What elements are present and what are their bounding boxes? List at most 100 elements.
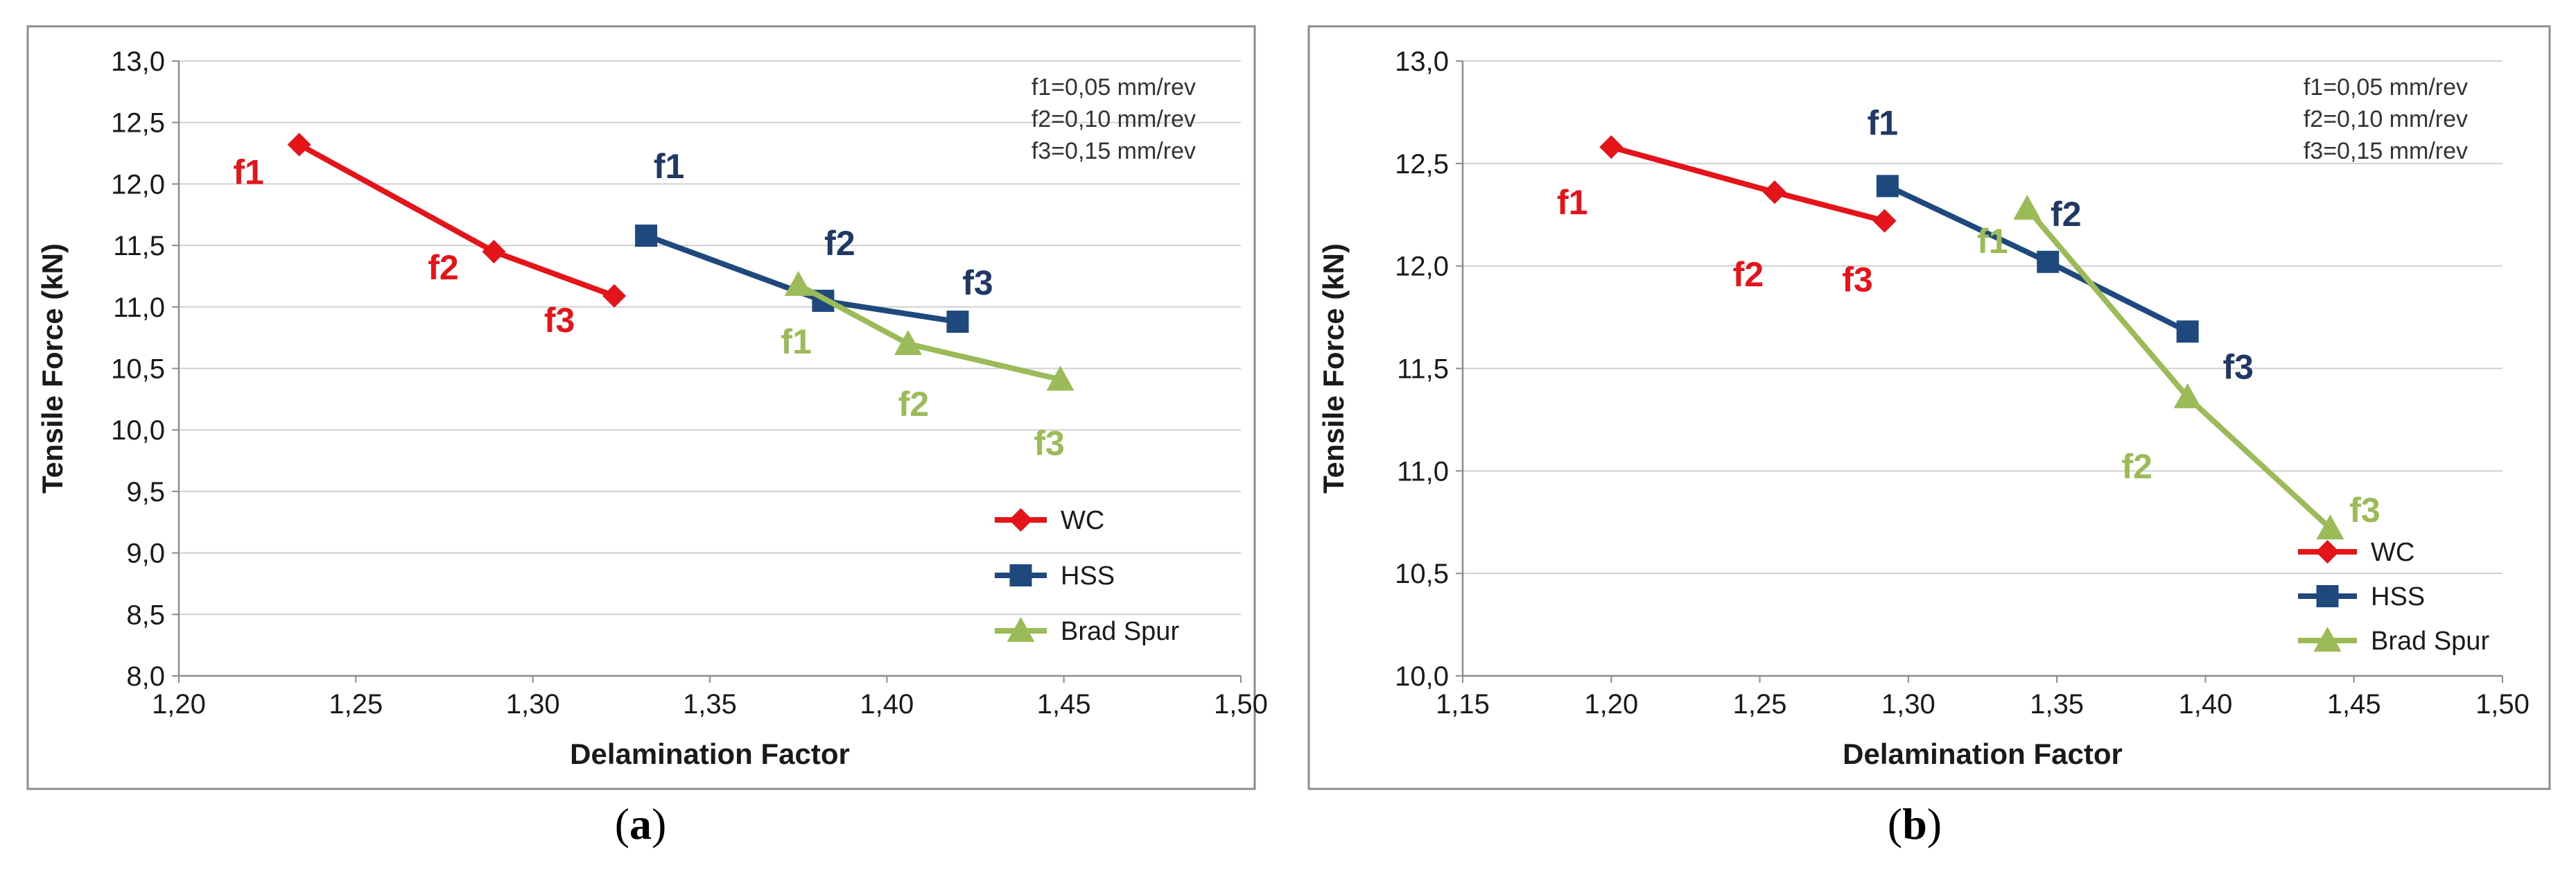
legend-label: Brad Spur bbox=[1061, 617, 1179, 646]
data-label: f3 bbox=[2222, 347, 2253, 386]
y-tick-label: 12,0 bbox=[1395, 252, 1449, 282]
data-label: f3 bbox=[1842, 261, 1872, 299]
feed-rate-note: f2=0,10 mm/rev bbox=[1032, 106, 1196, 132]
y-tick-label: 11,0 bbox=[1397, 456, 1449, 487]
y-tick-label: 13,0 bbox=[111, 46, 165, 77]
feed-rate-note: f1=0,05 mm/rev bbox=[2304, 74, 2468, 101]
data-point bbox=[2037, 250, 2060, 273]
data-point bbox=[2176, 320, 2199, 343]
data-label: f1 bbox=[654, 147, 684, 186]
chart-panel-b: 10,0 10,5 11,0 11,5 12,0 12,5 13,0 1,15 1,20 1,25… bbox=[1307, 25, 2551, 848]
data-label: f2 bbox=[2121, 447, 2152, 486]
legend-label: HSS bbox=[2371, 582, 2425, 611]
x-tick-label: 1,30 bbox=[506, 689, 560, 720]
x-tick-label: 1,20 bbox=[152, 689, 206, 720]
y-tick-label: 11,0 bbox=[113, 293, 165, 323]
data-point bbox=[2316, 514, 2344, 540]
data-point bbox=[287, 132, 311, 157]
feed-rate-note: f3=0,15 mm/rev bbox=[1032, 138, 1196, 164]
y-tick-label: 10,0 bbox=[1395, 661, 1449, 692]
x-axis-title: Delamination Factor bbox=[570, 738, 850, 770]
y-tick-label: 13,0 bbox=[1395, 46, 1449, 77]
chart-frame bbox=[1307, 25, 2551, 790]
data-label: f3 bbox=[1034, 424, 1064, 462]
data-label: f1 bbox=[1557, 183, 1587, 222]
data-point bbox=[482, 239, 506, 263]
data-label: f3 bbox=[962, 263, 993, 302]
legend-marker bbox=[2315, 540, 2340, 564]
x-tick-label: 1,40 bbox=[860, 689, 914, 720]
x-tick-label: 1,45 bbox=[1037, 689, 1091, 720]
feed-rate-note: f1=0,05 mm/rev bbox=[1032, 74, 1196, 101]
data-point bbox=[1876, 175, 1899, 198]
data-point bbox=[1872, 209, 1897, 233]
y-tick-label: 12,5 bbox=[111, 108, 165, 139]
x-tick-label: 1,50 bbox=[2475, 689, 2530, 720]
y-axis-title: Tensile Force (kN) bbox=[36, 243, 69, 494]
legend-marker bbox=[2313, 627, 2342, 652]
data-label: f3 bbox=[2349, 491, 2380, 530]
caption-paren: ( bbox=[615, 799, 629, 848]
data-point bbox=[2173, 383, 2202, 408]
y-tick-label: 10,0 bbox=[111, 415, 165, 446]
data-label: f2 bbox=[1733, 255, 1764, 294]
caption-letter: b bbox=[1902, 799, 1927, 848]
y-tick-label: 10,5 bbox=[1395, 559, 1449, 589]
x-tick-label: 1,15 bbox=[1436, 689, 1490, 720]
x-tick-label: 1,35 bbox=[2030, 689, 2084, 720]
caption-letter: a bbox=[629, 799, 652, 848]
y-tick-label: 10,5 bbox=[111, 354, 165, 385]
y-tick-label: 8,0 bbox=[126, 661, 165, 692]
caption-paren: ) bbox=[652, 799, 666, 848]
x-tick-label: 1,30 bbox=[1881, 689, 1935, 720]
y-axis-title: Tensile Force (kN) bbox=[1317, 243, 1350, 494]
data-point bbox=[784, 270, 812, 296]
y-tick-label: 12,5 bbox=[1395, 149, 1449, 180]
legend-label: WC bbox=[1061, 506, 1104, 535]
data-label: f2 bbox=[824, 224, 855, 263]
x-tick-label: 1,20 bbox=[1584, 689, 1638, 720]
x-tick-label: 1,25 bbox=[1733, 689, 1787, 720]
x-tick-label: 1,25 bbox=[329, 689, 383, 720]
data-label: f1 bbox=[1977, 222, 2008, 261]
panel-caption: (a) bbox=[615, 799, 667, 848]
data-point bbox=[602, 284, 627, 308]
panel-caption: (b) bbox=[1888, 799, 1942, 848]
y-tick-label: 11,5 bbox=[113, 231, 165, 261]
legend-marker bbox=[1009, 564, 1032, 586]
legend-marker bbox=[1009, 508, 1033, 532]
data-point bbox=[635, 224, 658, 247]
data-label: f1 bbox=[1868, 103, 1898, 142]
legend-label: WC bbox=[2371, 538, 2414, 567]
x-tick-label: 1,40 bbox=[2178, 689, 2232, 720]
feed-rate-note: f2=0,10 mm/rev bbox=[2304, 106, 2468, 132]
x-tick-label: 1,50 bbox=[1214, 689, 1268, 720]
y-tick-label: 11,5 bbox=[1397, 354, 1449, 385]
data-point bbox=[1599, 135, 1624, 159]
chart-frame bbox=[26, 25, 1256, 790]
y-tick-label: 12,0 bbox=[111, 169, 165, 200]
data-label: f1 bbox=[233, 153, 263, 192]
legend-marker bbox=[1007, 617, 1035, 642]
legend-marker bbox=[2316, 585, 2339, 607]
feed-rate-note: f3=0,15 mm/rev bbox=[2304, 138, 2468, 164]
caption-paren: ( bbox=[1888, 799, 1902, 848]
legend-label: HSS bbox=[1061, 562, 1115, 591]
data-point bbox=[2013, 194, 2042, 220]
x-tick-label: 1,45 bbox=[2327, 689, 2381, 720]
data-point bbox=[946, 311, 969, 333]
y-tick-label: 9,0 bbox=[126, 539, 165, 569]
data-point bbox=[894, 330, 922, 356]
y-tick-label: 8,5 bbox=[126, 600, 165, 630]
x-axis-title: Delamination Factor bbox=[1843, 738, 2123, 770]
data-point bbox=[1046, 365, 1074, 391]
chart-panel-a: 8,0 8,5 9,0 9,5 10,0 10,5 11,0 11,5 12,0 12,5 13,0… bbox=[26, 25, 1268, 848]
data-label: f2 bbox=[2051, 195, 2081, 234]
x-tick-label: 1,35 bbox=[683, 689, 737, 720]
y-tick-label: 9,5 bbox=[126, 477, 165, 507]
data-point bbox=[1763, 180, 1786, 204]
data-label: f3 bbox=[544, 301, 575, 340]
data-label: f2 bbox=[898, 385, 929, 424]
data-label: f1 bbox=[781, 322, 811, 361]
